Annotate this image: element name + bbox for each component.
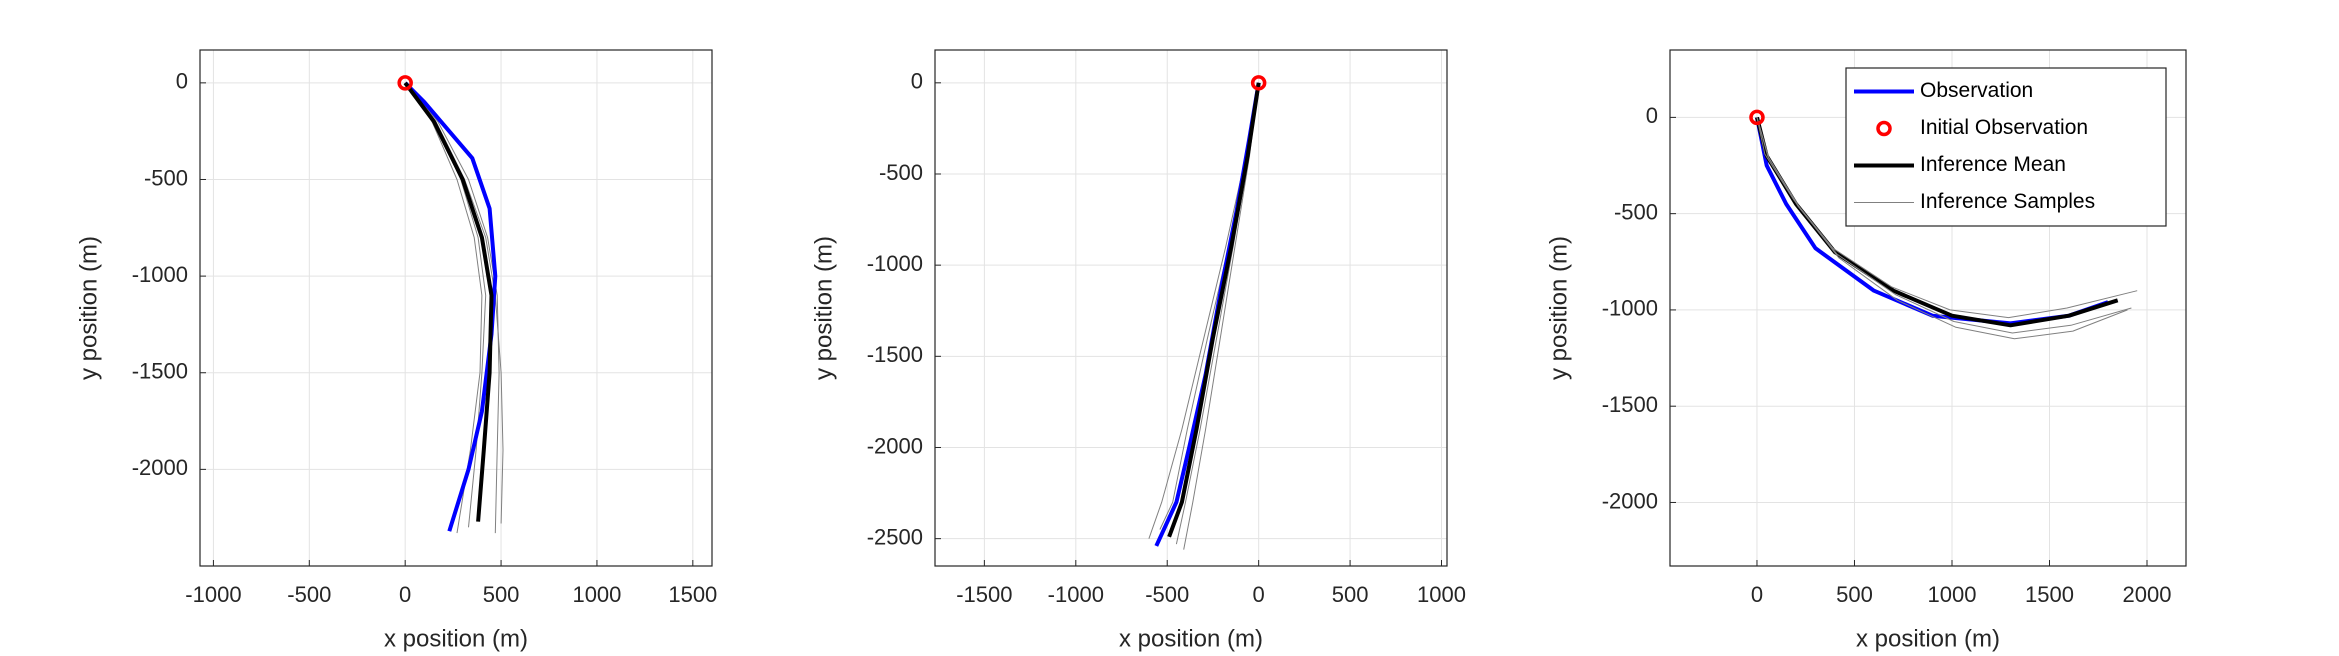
x-tick-label: 0 <box>399 582 411 607</box>
axes-box <box>934 49 1448 567</box>
x-tick-label: 500 <box>1836 582 1873 607</box>
y-tick-label: -1000 <box>867 251 923 276</box>
initial-marker <box>397 75 413 91</box>
y-tick-label: -1000 <box>132 262 188 287</box>
x-tick-label: 0 <box>1253 582 1265 607</box>
axes-box <box>1669 49 2187 567</box>
legend: Observation Initial Observation Inference … <box>1845 67 2167 227</box>
trajectory <box>403 81 494 522</box>
y-tick-label: -1500 <box>867 342 923 367</box>
plot-lines <box>1755 116 2138 340</box>
y-tick-label: -2000 <box>867 433 923 458</box>
y-axis-label: y position (m) <box>1545 236 1572 380</box>
y-tick-label: -2500 <box>867 524 923 549</box>
x-tick-label: 500 <box>1332 582 1369 607</box>
x-tick-label: -1000 <box>1048 582 1104 607</box>
x-tick-label: 1500 <box>668 582 717 607</box>
y-tick-label: 0 <box>176 69 188 94</box>
x-tick-label: -1000 <box>185 582 241 607</box>
y-tick-label: -2000 <box>1602 488 1658 513</box>
x-tick-label: 1500 <box>2025 582 2074 607</box>
y-tick-label: -1500 <box>1602 392 1658 417</box>
y-tick-label: 0 <box>911 69 923 94</box>
initial-marker <box>1749 109 1765 126</box>
y-tick-label: -1500 <box>132 359 188 384</box>
x-tick-label: 1000 <box>572 582 621 607</box>
x-tick-label: 2000 <box>2123 582 2172 607</box>
trajectory <box>1756 117 2138 319</box>
x-tick-label: -500 <box>1145 582 1189 607</box>
x-axis-label: x position (m) <box>1856 625 2000 652</box>
y-tick-label: -1000 <box>1602 296 1658 321</box>
x-axis-label: x position (m) <box>1119 625 1263 652</box>
x-axis-label: x position (m) <box>384 625 528 652</box>
plot-area <box>935 50 1447 566</box>
y-tick-label: -500 <box>1614 199 1658 224</box>
legend-marker <box>1876 120 1892 137</box>
x-tick-label: 1000 <box>1417 582 1466 607</box>
plot-lines <box>1148 82 1261 550</box>
legend-box <box>1845 67 2167 227</box>
trajectory <box>403 81 498 532</box>
trajectory <box>404 82 483 534</box>
x-tick-label: -1500 <box>956 582 1012 607</box>
legend-label: Inference Samples <box>1920 190 2095 213</box>
trajectory <box>404 82 500 534</box>
trajectory <box>1756 117 2132 334</box>
trajectory <box>1167 82 1261 538</box>
legend-label: Initial Observation <box>1920 116 2088 139</box>
initial-marker <box>1250 75 1267 91</box>
y-axis-label: y position (m) <box>810 236 837 380</box>
y-axis-label: y position (m) <box>75 236 102 380</box>
x-tick-label: 500 <box>483 582 520 607</box>
y-tick-label: 0 <box>1646 103 1658 128</box>
legend-label: Observation <box>1920 79 2033 102</box>
plot-lines <box>403 81 504 534</box>
y-tick-label: -500 <box>144 165 188 190</box>
axes: -1500 -1000 -500 0 500 1000 -2500 -2000 -1500 -10… <box>810 49 1466 652</box>
axes: 0 500 1000 1500 2000 -2000 -1500 -1000 -500 0 x po… <box>1545 49 2187 652</box>
x-tick-label: 0 <box>1751 582 1763 607</box>
y-tick-label: -500 <box>879 160 923 185</box>
x-tick-label: 1000 <box>1928 582 1977 607</box>
axes: -1000 -500 0 500 1000 1500 -2000 -1500 -1000 -500… <box>75 49 717 652</box>
legend-label: Inference Mean <box>1920 153 2066 176</box>
x-tick-label: -500 <box>287 582 331 607</box>
plot-area <box>200 50 712 566</box>
y-tick-label: -2000 <box>132 455 188 480</box>
axes-box <box>199 49 713 567</box>
